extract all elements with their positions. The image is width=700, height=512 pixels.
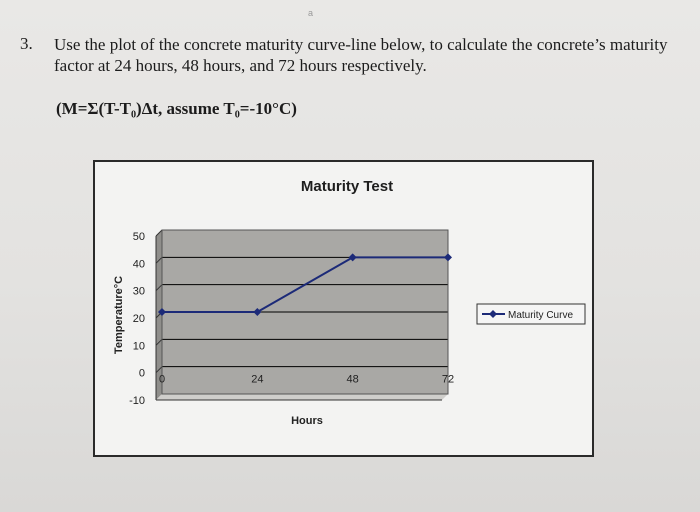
data-point bbox=[348, 253, 357, 262]
maturity-formula: (M=Σ(T-T₀)Δt, assume T₀=-10°C) bbox=[56, 99, 297, 118]
maturity-chart: Maturity Test -10 0 10 20 30 40 50 0 24 48 72 Hour… bbox=[113, 178, 586, 427]
y-tick-label: 40 bbox=[133, 258, 145, 270]
x-tick-label: 48 bbox=[347, 374, 359, 386]
question-number: 3. bbox=[20, 34, 33, 53]
x-tick-label: 72 bbox=[442, 374, 454, 386]
y-tick-label: 0 bbox=[139, 368, 145, 380]
gridline-depth bbox=[155, 256, 163, 264]
chart-figure: Maturity Test -10 0 10 20 30 40 50 0 24 48 72 Hour… bbox=[93, 160, 594, 457]
y-tick-label: 30 bbox=[133, 286, 145, 298]
y-tick-label: -10 bbox=[129, 395, 145, 407]
y-tick-label: 20 bbox=[133, 313, 145, 325]
gridline-depth bbox=[155, 229, 163, 237]
gridline-depth bbox=[155, 366, 163, 374]
y-axis-label: Temperature°C bbox=[113, 276, 125, 354]
chart-title: Maturity Test bbox=[301, 178, 393, 195]
x-tick-label: 24 bbox=[251, 374, 263, 386]
y-tick-label: 50 bbox=[133, 231, 145, 243]
stray-mark: a bbox=[308, 8, 314, 18]
legend-box bbox=[476, 303, 586, 325]
series-line bbox=[162, 256, 448, 313]
plot-floor bbox=[156, 394, 448, 400]
data-point bbox=[444, 253, 452, 262]
data-point bbox=[158, 308, 166, 316]
legend: Maturity Curve bbox=[476, 303, 586, 325]
data-point bbox=[253, 308, 262, 316]
x-tick-label: 0 bbox=[159, 374, 165, 386]
legend-marker-symbol bbox=[489, 310, 497, 318]
y-tick-label: 10 bbox=[133, 340, 145, 352]
legend-label: Maturity Curve bbox=[508, 310, 573, 321]
question-text: Use the plot of the concrete maturity cu… bbox=[54, 35, 668, 75]
gridline-depth bbox=[155, 284, 163, 292]
x-axis-label: Hours bbox=[291, 415, 323, 427]
plot-area: -10 0 10 20 30 40 50 0 24 48 72 bbox=[129, 229, 454, 407]
gridline-depth bbox=[155, 338, 163, 346]
